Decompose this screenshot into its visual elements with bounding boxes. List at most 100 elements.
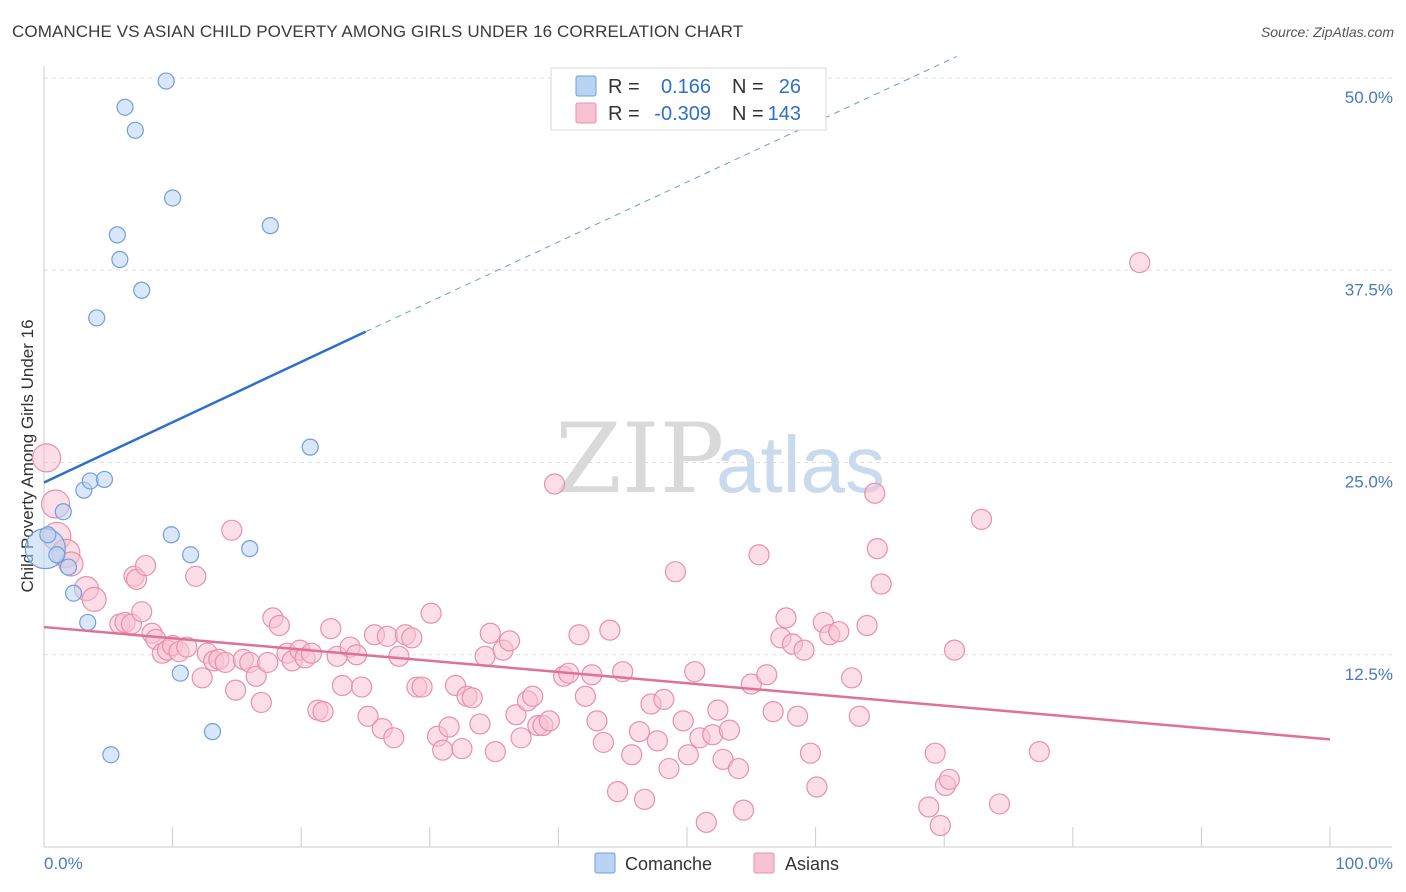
asians-point-98 [664,561,687,583]
legend-n-label-comanche: N = [732,76,764,98]
comanche-point-23 [241,540,259,558]
asians-point-120 [806,776,828,798]
watermark: ZIP atlas [555,403,885,515]
asians-point-134 [938,768,960,790]
asians-point-33 [257,651,279,674]
watermark-atlas: atlas [716,420,885,509]
asians-point-79 [538,710,560,732]
comanche-point-7 [79,613,97,632]
comanche-point-10 [95,470,114,489]
asians-point-59 [420,602,442,624]
asians-point-27 [221,519,243,541]
bottom-legend-swatch-comanche [594,852,616,874]
comanche-trend-extension [365,56,957,333]
asians-point-103 [695,811,717,833]
asians-point-131 [924,742,946,764]
comanche-point-21 [182,546,200,564]
asians-point-62 [438,716,460,738]
y-tick-labels: 12.5% 25.0% 37.5% 50.0% [1345,88,1393,684]
comanche-point-3 [54,503,72,521]
watermark-zip: ZIP [555,403,724,515]
asians-point-52 [376,625,398,647]
comanche-point-15 [126,121,144,139]
comanche-point-25 [301,438,319,456]
asians-point-87 [592,731,615,754]
asians-point-86 [586,710,608,732]
asians-point-106 [712,748,734,770]
asians-point-125 [848,705,870,727]
asians-point-126 [856,614,878,637]
comanche-points [24,72,319,764]
comanche-point-20 [171,664,189,682]
comanche-point-13 [111,250,129,269]
y-tick-label-1: 25.0% [1345,473,1393,492]
asians-point-91 [621,744,643,766]
asians-point-35 [268,614,290,637]
y-tick-label-2: 37.5% [1345,280,1393,299]
asians-point-113 [762,701,784,723]
asians-point-128 [866,538,888,560]
legend-r-label-asians: R = [608,103,640,125]
asians-point-21 [185,565,207,587]
comanche-point-5 [64,584,83,602]
comanche-point-24 [261,217,279,235]
trend-lines [43,56,1331,741]
asians-point-112 [756,664,778,686]
x-tick-label-0: 0.0% [44,854,83,873]
asians-trend-line [43,625,1331,741]
comanche-point-4 [59,558,78,576]
asians-point-13 [134,554,157,577]
comanche-point-22 [203,723,222,741]
legend-n-value-comanche: 26 [779,76,801,98]
asians-point-31 [245,665,267,687]
asians-points [31,251,1151,837]
asians-point-97 [658,757,680,780]
comanche-point-2 [48,546,66,564]
asians-point-64 [451,737,473,760]
comanche-point-11 [102,746,120,764]
asians-point-107 [718,719,741,741]
asians-point-0 [31,443,62,473]
asians-point-136 [970,508,993,531]
asians-point-22 [191,667,213,689]
asians-point-32 [250,691,272,714]
asians-point-61 [432,739,454,761]
asians-point-68 [474,645,496,667]
asians-point-74 [510,727,532,749]
asians-point-43 [320,618,342,640]
asians-point-84 [574,685,597,707]
asians-point-96 [653,688,675,710]
asians-point-26 [214,651,236,674]
asians-point-127 [864,482,886,504]
bottom-legend-swatch-asians [753,852,775,874]
asians-point-42 [312,701,334,723]
asians-point-137 [988,793,1011,815]
comanche-point-1 [39,526,57,544]
asians-point-105 [707,699,729,721]
bottom-legend-asians: Asians [785,854,839,874]
asians-point-40 [300,642,323,664]
comanche-point-18 [162,526,180,544]
asians-point-6 [81,586,107,612]
asians-point-73 [505,704,527,726]
asians-point-109 [732,799,755,821]
asians-point-76 [522,685,544,707]
asians-point-117 [786,705,809,727]
comanche-point-12 [108,226,126,244]
asians-point-58 [411,676,433,698]
legend-r-label-comanche: R = [608,76,640,98]
x-tick-labels: 0.0% 100.0% [44,854,1393,873]
legend-swatch-asians [575,102,597,124]
comanche-point-17 [157,72,175,90]
stats-legend-box [550,67,827,131]
asians-point-89 [606,781,629,803]
asians-point-99 [672,710,694,732]
asians-point-95 [646,730,669,752]
asians-point-56 [401,627,423,649]
stats-legend: R = 0.166 N = 26 R = -0.309 N = 143 [550,67,827,131]
bottom-legend: Comanche Asians [594,852,839,874]
legend-swatch-comanche [575,75,597,97]
legend-r-value-asians: -0.309 [654,103,711,125]
gridlines [44,77,1392,656]
